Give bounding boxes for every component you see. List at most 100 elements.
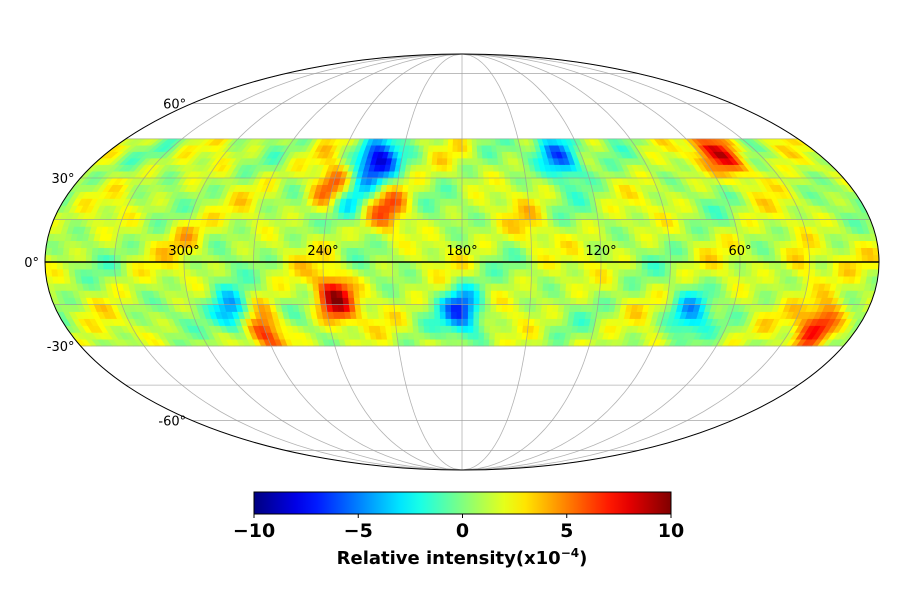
heatmap-cell xyxy=(488,191,496,199)
heatmap-cell xyxy=(493,338,500,347)
heatmap-cell xyxy=(410,226,417,234)
heatmap-cell xyxy=(583,268,590,277)
heatmap-cell xyxy=(674,275,682,284)
heatmap-cell xyxy=(433,318,441,326)
heatmap-cell xyxy=(160,268,168,277)
heatmap-cell xyxy=(483,205,491,213)
heatmap-cell xyxy=(369,226,377,234)
heatmap-cell xyxy=(791,247,799,256)
heatmap-cell xyxy=(704,254,712,263)
heatmap-cell xyxy=(500,318,507,326)
heatmap-cell xyxy=(583,261,590,270)
heatmap-cell xyxy=(305,275,313,284)
heatmap-cell xyxy=(119,254,127,263)
heatmap-cell xyxy=(445,184,452,192)
heatmap-cell xyxy=(552,290,560,298)
heatmap-cell xyxy=(489,198,496,206)
heatmap-cell xyxy=(283,233,291,241)
heatmap-cell xyxy=(547,226,555,234)
heatmap-cell xyxy=(490,290,497,298)
heatmap-cell xyxy=(629,261,637,270)
heatmap-cell xyxy=(421,254,428,263)
heatmap-cell xyxy=(346,226,354,234)
heatmap-cell xyxy=(438,261,445,270)
heatmap-cell xyxy=(513,275,521,284)
heatmap-cell xyxy=(369,247,376,256)
heatmap-cell xyxy=(489,212,497,220)
heatmap-cell xyxy=(125,268,133,277)
heatmap-cell xyxy=(450,325,457,333)
heatmap-cell xyxy=(493,177,500,186)
heatmap-cell xyxy=(73,261,81,270)
heatmap-cell xyxy=(529,212,537,220)
heatmap-cell xyxy=(519,247,526,256)
heatmap-cell xyxy=(423,325,430,333)
heatmap-cell xyxy=(96,254,104,263)
heatmap-cell xyxy=(386,254,393,263)
heatmap-cell xyxy=(412,325,419,333)
heatmap-cell xyxy=(456,164,463,172)
heatmap-cell xyxy=(282,254,289,263)
heatmap-cell xyxy=(645,233,653,241)
heatmap-cell xyxy=(496,268,503,277)
heatmap-cell xyxy=(380,268,388,277)
heatmap-cell xyxy=(143,254,150,263)
heatmap-cell xyxy=(472,318,480,326)
heatmap-cell xyxy=(189,268,197,277)
heatmap-cell xyxy=(499,184,506,192)
heatmap-cell xyxy=(195,261,202,270)
heatmap-cell xyxy=(564,283,572,291)
heatmap-cell xyxy=(785,254,793,263)
heatmap-cell xyxy=(394,205,402,213)
heatmap-cell xyxy=(518,290,526,298)
heatmap-cell xyxy=(416,219,423,227)
heatmap-cell xyxy=(495,290,503,298)
heatmap-cell xyxy=(148,261,156,270)
heatmap-cell xyxy=(230,254,237,263)
heatmap-cell xyxy=(288,283,296,291)
heatmap-cell xyxy=(507,290,514,298)
heatmap-cell xyxy=(651,275,659,284)
heatmap-cell xyxy=(548,247,555,256)
heatmap-cell xyxy=(698,268,706,277)
heatmap-cell xyxy=(494,198,502,206)
heatmap-cell xyxy=(207,240,215,249)
heatmap-cell xyxy=(611,268,619,277)
latitude-tick-label: 30° xyxy=(51,172,74,187)
heatmap-cell xyxy=(848,247,856,256)
heatmap-cell xyxy=(166,268,174,277)
heatmap-cell xyxy=(516,325,523,333)
heatmap-cell xyxy=(364,226,372,234)
heatmap-cell xyxy=(68,268,76,277)
heatmap-cell xyxy=(351,254,359,263)
heatmap-cell xyxy=(230,240,238,249)
heatmap-cell xyxy=(467,191,474,199)
heatmap-cell xyxy=(542,233,549,241)
heatmap-cell xyxy=(357,268,365,277)
heatmap-cell xyxy=(450,318,457,326)
heatmap-cell xyxy=(436,157,443,165)
heatmap-cell xyxy=(410,297,417,305)
heatmap-cell xyxy=(311,268,318,277)
heatmap-cell xyxy=(628,275,636,284)
heatmap-cell xyxy=(446,144,453,152)
heatmap-cell xyxy=(571,254,579,263)
heatmap-cell xyxy=(530,226,537,234)
heatmap-cell xyxy=(387,297,395,305)
heatmap-cell xyxy=(433,212,440,220)
heatmap-cell xyxy=(401,191,408,199)
latitude-tick-label: -30° xyxy=(47,340,75,355)
heatmap-cell xyxy=(570,226,578,234)
heatmap-cell xyxy=(477,170,484,179)
heatmap-cell xyxy=(137,254,144,263)
heatmap-cell xyxy=(434,332,441,340)
heatmap-cell xyxy=(451,170,458,179)
heatmap-cell xyxy=(669,275,677,284)
heatmap-cell xyxy=(317,233,325,241)
heatmap-cell xyxy=(472,332,479,340)
heatmap-cell xyxy=(398,275,405,284)
heatmap-cell xyxy=(409,275,417,284)
heatmap-cell xyxy=(473,290,480,298)
heatmap-cell xyxy=(403,254,411,263)
heatmap-cell xyxy=(423,332,431,340)
